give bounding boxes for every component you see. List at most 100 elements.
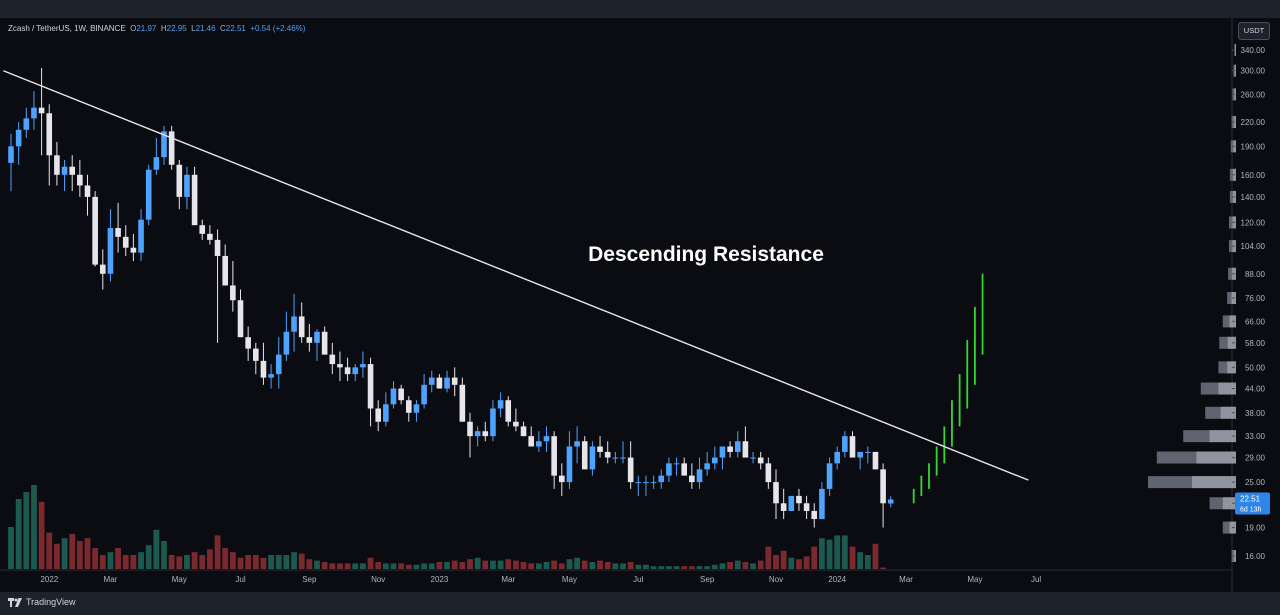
- candle-body: [497, 400, 504, 409]
- candle-body: [811, 510, 818, 520]
- volume-bar: [337, 563, 343, 569]
- candle-body: [260, 360, 267, 378]
- y-tick-label: 50.00: [1245, 363, 1266, 372]
- candle-body: [344, 367, 351, 375]
- volume-bar: [658, 566, 665, 569]
- candle-body: [719, 446, 726, 458]
- candle-body: [627, 457, 634, 483]
- volume-bar: [252, 555, 259, 569]
- candle-body: [643, 482, 649, 484]
- price-chart[interactable]: Descending Resistance 340.00 300.00 260.00…: [0, 0, 1280, 592]
- annotation-label: Descending Resistance: [588, 243, 824, 266]
- volume-bar: [428, 563, 435, 569]
- volume-bar: [604, 562, 611, 569]
- y-tick-label: 190.00: [1241, 142, 1266, 151]
- time-axis[interactable]: 2022 Mar May Jul Sep Nov 2023 Mar May Jul Sep Nov 20…: [40, 575, 1041, 584]
- candle-body: [865, 451, 871, 453]
- candle-body: [306, 337, 313, 343]
- candle-body: [482, 431, 489, 437]
- candle-body: [712, 457, 718, 464]
- candle-body: [474, 431, 481, 437]
- y-tick-label: 220.00: [1241, 118, 1266, 127]
- candle-body: [566, 446, 573, 483]
- candle-body: [826, 463, 833, 489]
- volume-bar: [54, 543, 60, 569]
- volume-bar: [298, 553, 305, 569]
- low-value: 21.46: [195, 24, 216, 33]
- close-label: C: [220, 24, 226, 33]
- candle-body: [8, 146, 14, 163]
- volume-bar: [153, 529, 160, 569]
- volume-bar: [872, 543, 879, 569]
- candle-body: [765, 463, 772, 483]
- volume-bar: [811, 546, 818, 569]
- volume-bar: [138, 552, 144, 569]
- y-tick-label: 66.00: [1245, 317, 1266, 326]
- tradingview-logo[interactable]: TradingView: [8, 597, 76, 607]
- candle-body: [153, 157, 160, 170]
- candle-body: [23, 118, 30, 130]
- currency-selector[interactable]: USDT: [1238, 22, 1270, 40]
- candle-body: [436, 377, 443, 389]
- candle-body: [222, 255, 228, 286]
- candle-body: [176, 164, 183, 197]
- volume-bar: [405, 564, 412, 569]
- chart-pane[interactable]: [0, 18, 1280, 592]
- volume-bar: [742, 562, 749, 569]
- candle-body: [115, 228, 121, 237]
- candle-body: [268, 374, 274, 378]
- x-tick-label: Sep: [302, 575, 317, 584]
- volume-bar: [673, 566, 680, 569]
- candle-body: [589, 446, 596, 470]
- volume-bar: [834, 535, 841, 569]
- candle-body: [214, 239, 221, 256]
- candle-body: [574, 441, 580, 447]
- candle-body: [360, 364, 366, 368]
- volume-bar: [38, 501, 45, 569]
- candle-body: [681, 463, 687, 476]
- volume-bar: [589, 562, 596, 569]
- candle-body: [314, 331, 320, 343]
- volume-bar: [367, 557, 374, 569]
- y-tick-label: 19.00: [1245, 524, 1266, 533]
- volume-bar: [765, 546, 772, 569]
- y-tick-label: 140.00: [1241, 193, 1266, 202]
- candle-body: [750, 457, 756, 459]
- y-tick-label: 44.00: [1245, 385, 1266, 394]
- candle-body: [612, 457, 619, 459]
- candle-body: [689, 475, 695, 483]
- x-tick-label: 2024: [828, 575, 846, 584]
- volume-bar: [757, 560, 764, 569]
- volume-bar: [184, 555, 190, 569]
- x-tick-label: Jul: [633, 575, 643, 584]
- volume-bars: [8, 485, 886, 569]
- volume-bar: [329, 563, 336, 569]
- volume-bar: [704, 566, 711, 569]
- close-value: 22.51: [225, 24, 246, 33]
- projection-marks: [912, 273, 984, 504]
- candle-body: [383, 404, 389, 422]
- symbol-legend: Zcash / TetherUS, 1W, BINANCE O21.97 H22…: [8, 24, 305, 33]
- candle-body: [107, 228, 114, 274]
- volume-bar: [222, 548, 229, 569]
- candle-body: [581, 441, 588, 470]
- candle-body: [46, 113, 53, 156]
- y-tick-label: 33.00: [1245, 432, 1266, 441]
- candle-body: [428, 377, 435, 385]
- candle-body: [69, 166, 75, 175]
- candle-body: [635, 482, 642, 484]
- volume-bar: [229, 552, 236, 569]
- volume-bar: [666, 566, 672, 569]
- volume-profile-value-area: [1234, 88, 1236, 101]
- candle-body: [551, 436, 557, 476]
- volume-bar: [130, 555, 137, 569]
- volume-bar: [803, 556, 810, 569]
- candle-body: [337, 364, 343, 368]
- descending-resistance-line[interactable]: [3, 70, 1029, 481]
- price-axis[interactable]: 340.00 300.00 260.00 220.00 190.00 160.00 140.…: [1232, 46, 1266, 561]
- volume-bar: [421, 563, 427, 569]
- volume-bar: [382, 563, 389, 569]
- volume-bar: [719, 563, 726, 569]
- candle-body: [559, 475, 565, 483]
